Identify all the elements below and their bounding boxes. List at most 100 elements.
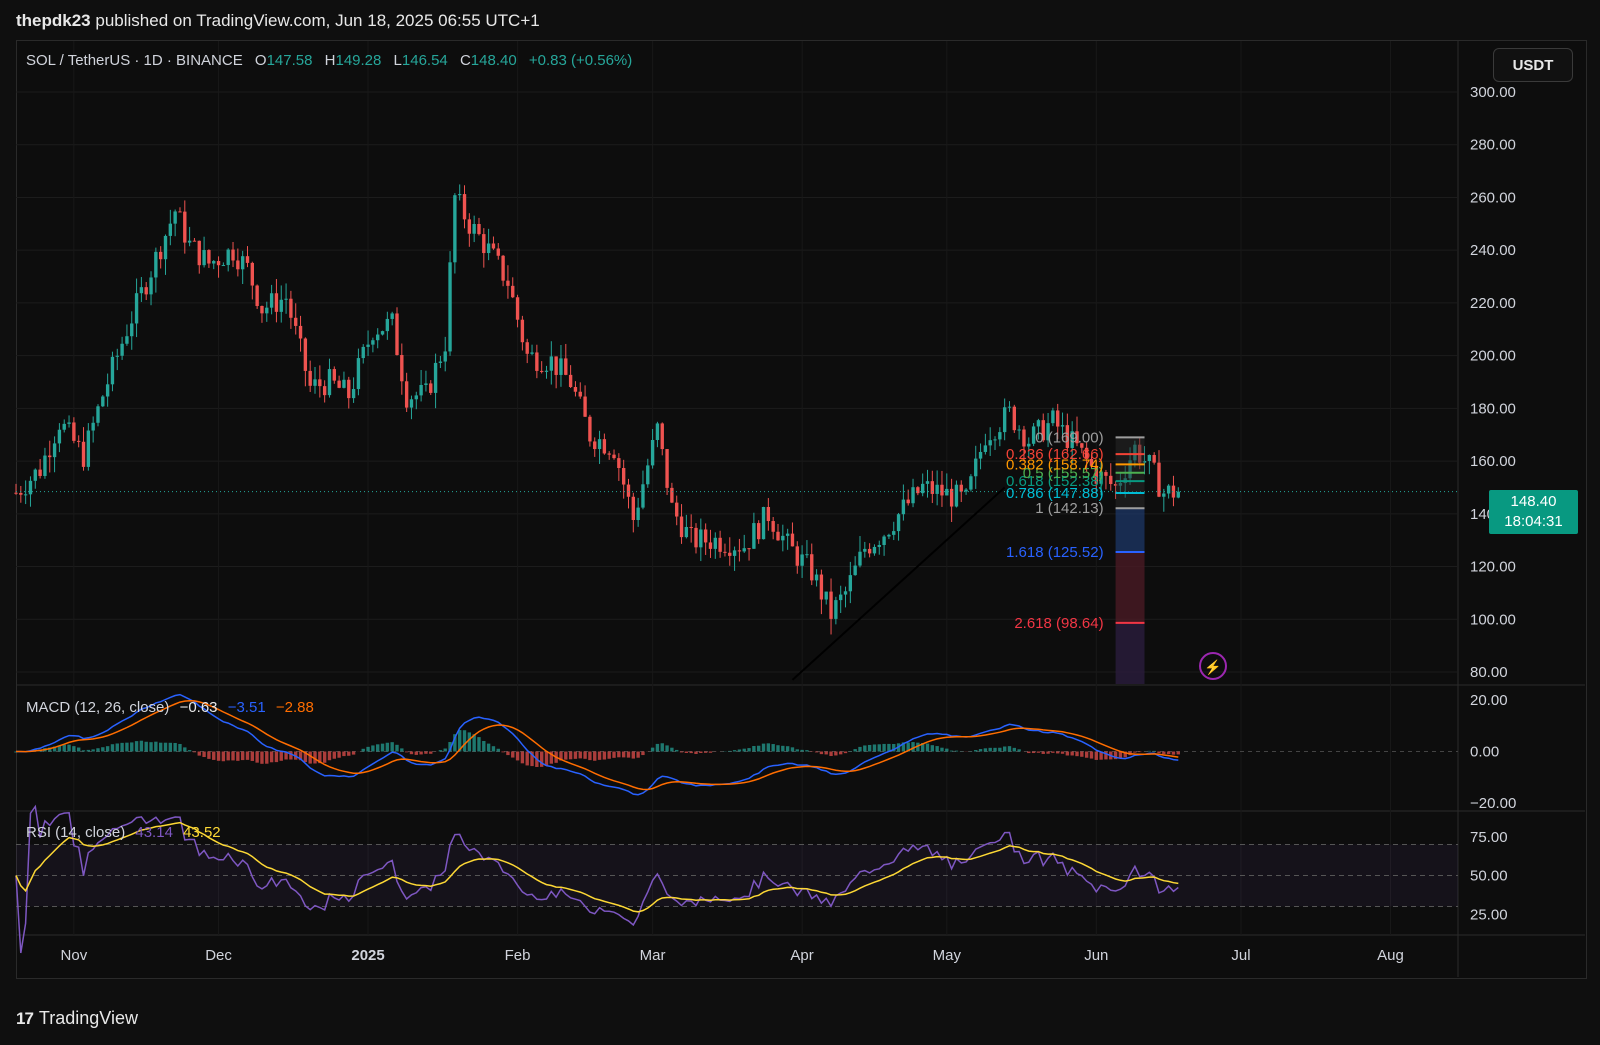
- macd-histogram-bar: [732, 750, 737, 752]
- candle-body: [462, 194, 467, 220]
- macd-histogram-bar: [636, 751, 640, 758]
- macd-histogram-bar: [978, 749, 983, 752]
- fib-zone-blue: [1115, 508, 1145, 552]
- symbol-title[interactable]: SOL / TetherUS · 1D · BINANCE: [26, 52, 243, 69]
- candle-body: [805, 554, 809, 556]
- macd-histogram-bar: [621, 751, 626, 758]
- candle-body: [626, 484, 631, 497]
- candle-body: [732, 550, 737, 556]
- candle-body: [949, 488, 954, 507]
- candle-body: [699, 529, 703, 548]
- macd-histogram-bar: [192, 751, 197, 753]
- y-tick-label: 280.00: [1470, 137, 1516, 154]
- macd-histogram-bar: [588, 751, 592, 761]
- macd-histogram-bar: [86, 749, 91, 752]
- candle-body: [380, 331, 385, 335]
- macd-histogram-bar: [236, 751, 240, 761]
- candle-body: [920, 483, 925, 494]
- macd-legend: MACD (12, 26, close) −0.63 −3.51 −2.88: [26, 699, 314, 716]
- macd-histogram-bar: [1065, 751, 1070, 756]
- macd-histogram-bar: [298, 751, 303, 761]
- candle-body: [371, 340, 375, 345]
- candle-body: [573, 387, 578, 392]
- candle-body: [395, 313, 399, 356]
- author-name[interactable]: thepdk23: [16, 11, 91, 30]
- tradingview-logo[interactable]: 17 TradingView: [16, 1008, 138, 1029]
- candle-body: [429, 383, 433, 393]
- candle-body: [771, 521, 775, 532]
- macd-histogram-bar: [1046, 751, 1050, 754]
- macd-histogram-bar: [694, 751, 698, 754]
- macd-histogram-bar: [993, 747, 997, 752]
- macd-histogram-bar: [96, 748, 100, 752]
- candle-body: [511, 285, 515, 298]
- macd-histogram-bar: [858, 746, 862, 752]
- rsi-title[interactable]: RSI (14, close): [26, 824, 126, 841]
- candle-body: [925, 481, 930, 484]
- candle-body: [689, 526, 693, 528]
- candle-body: [486, 243, 491, 254]
- candle-body: [713, 537, 717, 549]
- y-tick-label: 260.00: [1470, 189, 1516, 206]
- candle-body: [19, 492, 23, 495]
- macd-histogram-bar: [501, 751, 505, 753]
- candle-body: [621, 468, 626, 485]
- candle-body: [1104, 472, 1108, 476]
- candle-body: [154, 251, 158, 278]
- chart-frame[interactable]: [16, 40, 1587, 979]
- macd-histogram-bar: [467, 732, 472, 752]
- candle-body: [795, 546, 799, 566]
- candle-body: [409, 399, 414, 408]
- macd-histogram-bar: [1166, 751, 1171, 755]
- macd-histogram-bar: [265, 751, 269, 764]
- macd-histogram-bar: [322, 751, 327, 763]
- candle-body: [848, 575, 853, 592]
- currency-button[interactable]: USDT: [1493, 48, 1573, 82]
- candle-body: [559, 358, 563, 375]
- candle-body: [77, 440, 81, 442]
- macd-histogram-bar: [1104, 751, 1108, 760]
- candle-body: [998, 432, 1002, 440]
- macd-histogram-bar: [424, 751, 428, 754]
- macd-histogram-bar: [814, 751, 819, 753]
- candle-body: [506, 280, 510, 286]
- macd-histogram-bar: [91, 749, 95, 752]
- macd-histogram-bar: [1138, 751, 1142, 753]
- candle-body: [347, 379, 351, 399]
- candle-body: [28, 480, 33, 495]
- candle-body: [843, 591, 848, 595]
- fib-level-label: 0 (169.00): [1035, 429, 1103, 446]
- macd-histogram-bar: [747, 748, 751, 752]
- macd-histogram-bar: [752, 746, 756, 752]
- macd-histogram-bar: [458, 730, 462, 752]
- candle-body: [892, 531, 896, 535]
- macd-histogram-bar: [1075, 751, 1079, 757]
- macd-histogram-bar: [125, 742, 129, 752]
- macd-title[interactable]: MACD (12, 26, close): [26, 699, 170, 716]
- macd-histogram-bar: [115, 743, 119, 752]
- open-label: O: [254, 52, 267, 69]
- candle-body: [178, 211, 182, 213]
- candle-body: [294, 317, 298, 326]
- macd-histogram-bar: [327, 751, 332, 761]
- macd-histogram-bar: [617, 751, 621, 758]
- candle-body: [236, 260, 240, 270]
- candle-body: [438, 361, 443, 363]
- macd-histogram-bar: [342, 751, 346, 757]
- last-price-tag: 148.40 18:04:31: [1489, 490, 1578, 534]
- macd-histogram-bar: [819, 751, 824, 755]
- candle-body: [231, 249, 235, 261]
- candle-body: [419, 384, 423, 396]
- macd-histogram-bar: [660, 743, 664, 752]
- candle-body: [376, 334, 380, 341]
- macd-histogram-bar: [400, 748, 404, 752]
- candle-body: [385, 318, 390, 332]
- close-label: C: [459, 52, 471, 69]
- candle-body: [554, 356, 558, 375]
- macd-histogram-bar: [303, 751, 308, 763]
- rsi-ma-value: 43.52: [183, 824, 221, 841]
- candle-body: [57, 429, 62, 444]
- macd-histogram-bar: [245, 751, 250, 760]
- candle-body: [901, 499, 906, 515]
